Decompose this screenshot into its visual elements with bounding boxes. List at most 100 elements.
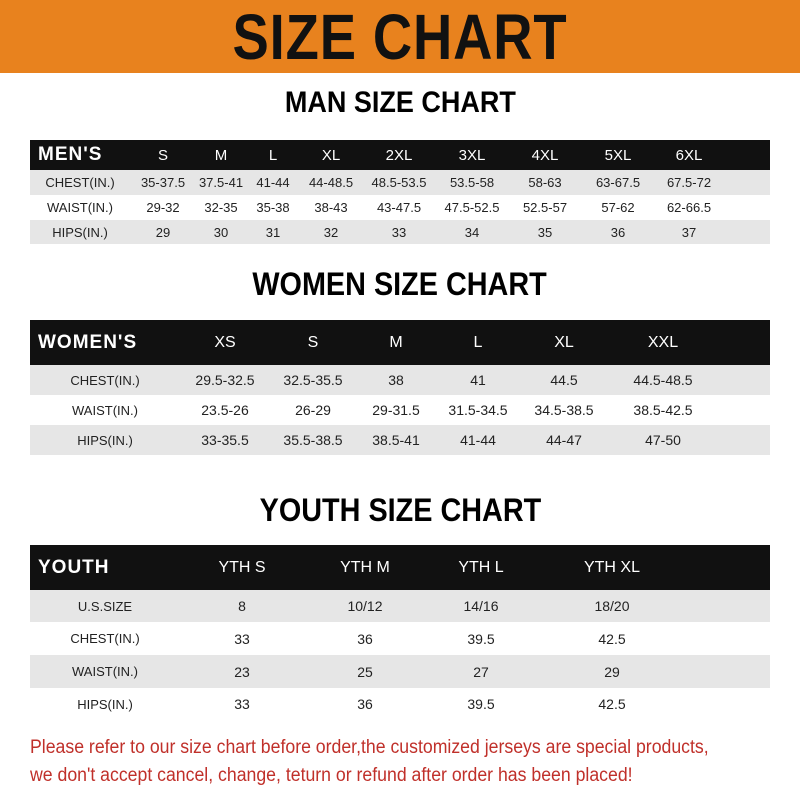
table-cell: 41-44 (460, 432, 496, 448)
row-label: CHEST(IN.) (70, 372, 140, 388)
table-cell: 23 (234, 663, 250, 680)
table-cell: 41 (470, 372, 486, 388)
men-header-row: MEN'S S M L XL 2XL 3XL 4XL 5XL 6XL (30, 140, 770, 170)
table-cell: 39.5 (467, 696, 495, 712)
table-row: WAIST(IN.) 29-32 32-35 35-38 38-43 43-47.5 47.… (30, 195, 770, 220)
table-cell: 34 (464, 224, 480, 240)
table-cell: 67.5-72 (666, 175, 712, 190)
table-cell: 29 (604, 663, 620, 680)
table-cell: 32.5-35.5 (283, 372, 343, 388)
table-cell: 58-63 (528, 175, 562, 190)
table-cell: 44-47 (546, 432, 582, 448)
table-row: HIPS(IN.) 33 36 39.5 42.5 (30, 688, 770, 720)
table-cell: 33 (234, 696, 250, 712)
table-cell: 32-35 (204, 200, 238, 215)
women-section-title: WOMEN SIZE CHART (0, 266, 800, 303)
size-header: L (473, 333, 483, 351)
table-cell: 29.5-32.5 (195, 372, 255, 388)
size-header: L (268, 146, 278, 164)
size-header: YTH XL (583, 558, 640, 576)
table-cell: 38 (388, 372, 404, 388)
notice-line-1: Please refer to our size chart before or… (30, 737, 709, 758)
table-heading: WOMEN'S (38, 331, 138, 353)
youth-header-row: YOUTH YTH S YTH M YTH L YTH XL (30, 545, 770, 590)
size-header: 3XL (458, 146, 486, 164)
table-cell: 42.5 (598, 630, 626, 647)
size-header: 6XL (675, 146, 703, 164)
men-size-table: MEN'S S M L XL 2XL 3XL 4XL 5XL 6XL CHEST(IN.) 35-37… (30, 140, 770, 244)
row-label: HIPS(IN.) (77, 432, 133, 448)
row-label: CHEST(IN.) (70, 631, 140, 646)
table-cell: 44.5 (550, 372, 578, 388)
order-notice: Please refer to our size chart before or… (30, 734, 790, 790)
table-cell: 26-29 (295, 402, 331, 418)
table-row: WAIST(IN.) 23 25 27 29 (30, 655, 770, 688)
row-label: CHEST(IN.) (45, 175, 115, 190)
main-title: SIZE CHART (232, 0, 568, 73)
table-cell: 43-47.5 (376, 200, 422, 215)
table-cell: 27 (473, 663, 489, 680)
table-cell: 35-37.5 (140, 175, 186, 190)
table-row: U.S.SIZE 8 10/12 14/16 18/20 (30, 590, 770, 622)
size-header: XS (214, 333, 236, 351)
size-header: 5XL (604, 146, 632, 164)
table-cell: 44-48.5 (308, 175, 354, 190)
table-cell: 36 (357, 630, 373, 647)
table-cell: 47-50 (645, 432, 681, 448)
table-cell: 35-38 (256, 200, 290, 215)
table-cell: 35.5-38.5 (283, 432, 343, 448)
table-cell: 25 (357, 663, 373, 680)
notice-line-2: we don't accept cancel, change, teturn o… (30, 765, 633, 786)
table-row: WAIST(IN.) 23.5-26 26-29 29-31.5 31.5-34.5 34… (30, 395, 770, 425)
size-header: XL (321, 146, 341, 164)
men-title-text: MAN SIZE CHART (284, 86, 516, 119)
table-cell: 63-67.5 (595, 175, 641, 190)
table-cell: 38.5-41 (372, 432, 420, 448)
size-header: YTH L (458, 558, 504, 576)
women-title-text: WOMEN SIZE CHART (252, 266, 548, 302)
women-size-table: WOMEN'S XS S M L XL XXL CHEST(IN.) 29.5-32.5 32.5… (30, 320, 770, 455)
row-label: HIPS(IN.) (52, 224, 108, 240)
table-cell: 39.5 (467, 630, 495, 647)
table-cell: 36 (610, 224, 626, 240)
size-header: YTH S (218, 558, 266, 576)
table-cell: 47.5-52.5 (444, 200, 500, 215)
table-row: CHEST(IN.) 35-37.5 37.5-41 41-44 44-48.5 48.5… (30, 170, 770, 195)
youth-title-text: YOUTH SIZE CHART (259, 492, 541, 528)
table-cell: 37 (681, 224, 697, 240)
table-cell: 38-43 (314, 200, 348, 215)
row-label: U.S.SIZE (77, 598, 133, 614)
table-cell: 14/16 (463, 598, 499, 614)
table-cell: 57-62 (601, 200, 635, 215)
size-header: 2XL (385, 146, 413, 164)
table-cell: 33 (391, 224, 407, 240)
table-cell: 10/12 (347, 598, 383, 614)
table-cell: 52.5-57 (522, 200, 568, 215)
size-header: XXL (647, 333, 679, 351)
table-cell: 42.5 (598, 696, 626, 712)
table-cell: 32 (323, 224, 339, 240)
table-cell: 18/20 (594, 598, 630, 614)
size-header: XL (554, 333, 574, 351)
table-cell: 31 (265, 224, 281, 240)
table-heading: MEN'S (38, 144, 103, 165)
table-cell: 23.5-26 (201, 402, 249, 418)
table-cell: 35 (537, 224, 553, 240)
row-label: WAIST(IN.) (72, 402, 138, 418)
youth-size-table: YOUTH YTH S YTH M YTH L YTH XL U.S.SIZE 8 10/12… (30, 545, 770, 720)
table-cell: 36 (357, 696, 373, 712)
table-cell: 44.5-48.5 (633, 372, 693, 388)
table-cell: 8 (238, 598, 246, 614)
table-cell: 41-44 (256, 175, 290, 190)
table-cell: 29-31.5 (372, 402, 420, 418)
size-header: S (307, 333, 319, 351)
size-header: YTH M (340, 558, 390, 576)
table-heading: YOUTH (38, 556, 110, 578)
table-cell: 62-66.5 (666, 200, 712, 215)
table-cell: 31.5-34.5 (448, 402, 508, 418)
row-label: HIPS(IN.) (77, 696, 133, 712)
men-section-title: MAN SIZE CHART (0, 86, 800, 120)
size-header: 4XL (531, 146, 559, 164)
table-cell: 38.5-42.5 (633, 402, 693, 418)
table-row: CHEST(IN.) 29.5-32.5 32.5-35.5 38 41 44.5 44.5… (30, 365, 770, 395)
